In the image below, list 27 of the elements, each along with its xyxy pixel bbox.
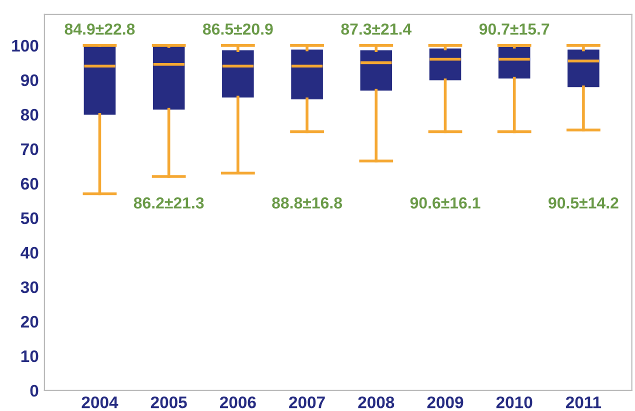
x-tick-label: 2010 [496, 396, 532, 408]
y-tick-label: 50 [20, 212, 38, 224]
y-tick-label: 0 [30, 384, 38, 397]
y-tick-label: 60 [20, 178, 38, 190]
y-tick-label: 40 [20, 246, 38, 259]
y-tick-label: 20 [20, 316, 38, 328]
x-tick-label: 2009 [427, 396, 464, 408]
y-tick-label: 80 [20, 108, 38, 121]
annotation: 86.5±20.9 [202, 23, 273, 35]
x-tick-label: 2007 [289, 396, 325, 408]
annotation: 90.7±15.7 [479, 23, 550, 35]
x-tick-label: 2005 [150, 396, 187, 408]
x-tick-label: 2008 [358, 396, 394, 408]
annotation: 90.5±14.2 [548, 197, 618, 209]
y-tick-label: 100 [12, 40, 38, 52]
y-tick-label: 90 [20, 74, 38, 86]
annotation: 87.3±21.4 [341, 23, 412, 35]
x-tick-label: 2011 [566, 396, 602, 408]
y-tick-label: 70 [21, 143, 38, 156]
annotation: 84.9±22.8 [64, 23, 135, 35]
annotation: 90.6±16.1 [410, 197, 480, 209]
y-tick-label: 30 [20, 281, 38, 294]
annotation: 86.2±21.3 [134, 197, 204, 209]
x-tick-label: 2004 [82, 396, 118, 408]
y-tick-label: 10 [21, 350, 38, 362]
x-tick-label: 2006 [220, 396, 256, 408]
annotation: 88.8±16.8 [272, 197, 342, 209]
